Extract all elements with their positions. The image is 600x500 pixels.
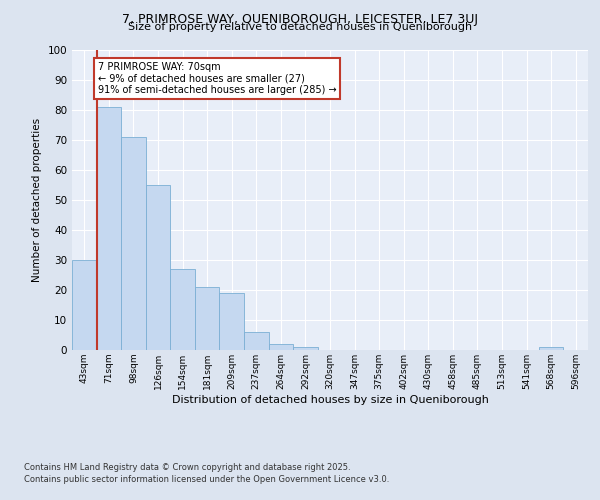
Bar	[72, 260, 97, 350]
Bar	[97, 107, 121, 350]
Text: Contains HM Land Registry data © Crown copyright and database right 2025.: Contains HM Land Registry data © Crown c…	[24, 464, 350, 472]
Bar	[269, 344, 293, 350]
Bar	[146, 185, 170, 350]
Y-axis label: Number of detached properties: Number of detached properties	[32, 118, 42, 282]
Text: Size of property relative to detached houses in Queniborough: Size of property relative to detached ho…	[128, 22, 472, 32]
Bar	[195, 287, 220, 350]
Bar	[244, 332, 269, 350]
Bar	[220, 293, 244, 350]
Text: 7, PRIMROSE WAY, QUENIBOROUGH, LEICESTER, LE7 3UJ: 7, PRIMROSE WAY, QUENIBOROUGH, LEICESTER…	[122, 12, 478, 26]
Bar	[121, 137, 146, 350]
Bar	[293, 347, 318, 350]
X-axis label: Distribution of detached houses by size in Queniborough: Distribution of detached houses by size …	[172, 394, 488, 404]
Text: Contains public sector information licensed under the Open Government Licence v3: Contains public sector information licen…	[24, 474, 389, 484]
Bar	[539, 347, 563, 350]
Text: 7 PRIMROSE WAY: 70sqm
← 9% of detached houses are smaller (27)
91% of semi-detac: 7 PRIMROSE WAY: 70sqm ← 9% of detached h…	[98, 62, 337, 95]
Bar	[170, 269, 195, 350]
